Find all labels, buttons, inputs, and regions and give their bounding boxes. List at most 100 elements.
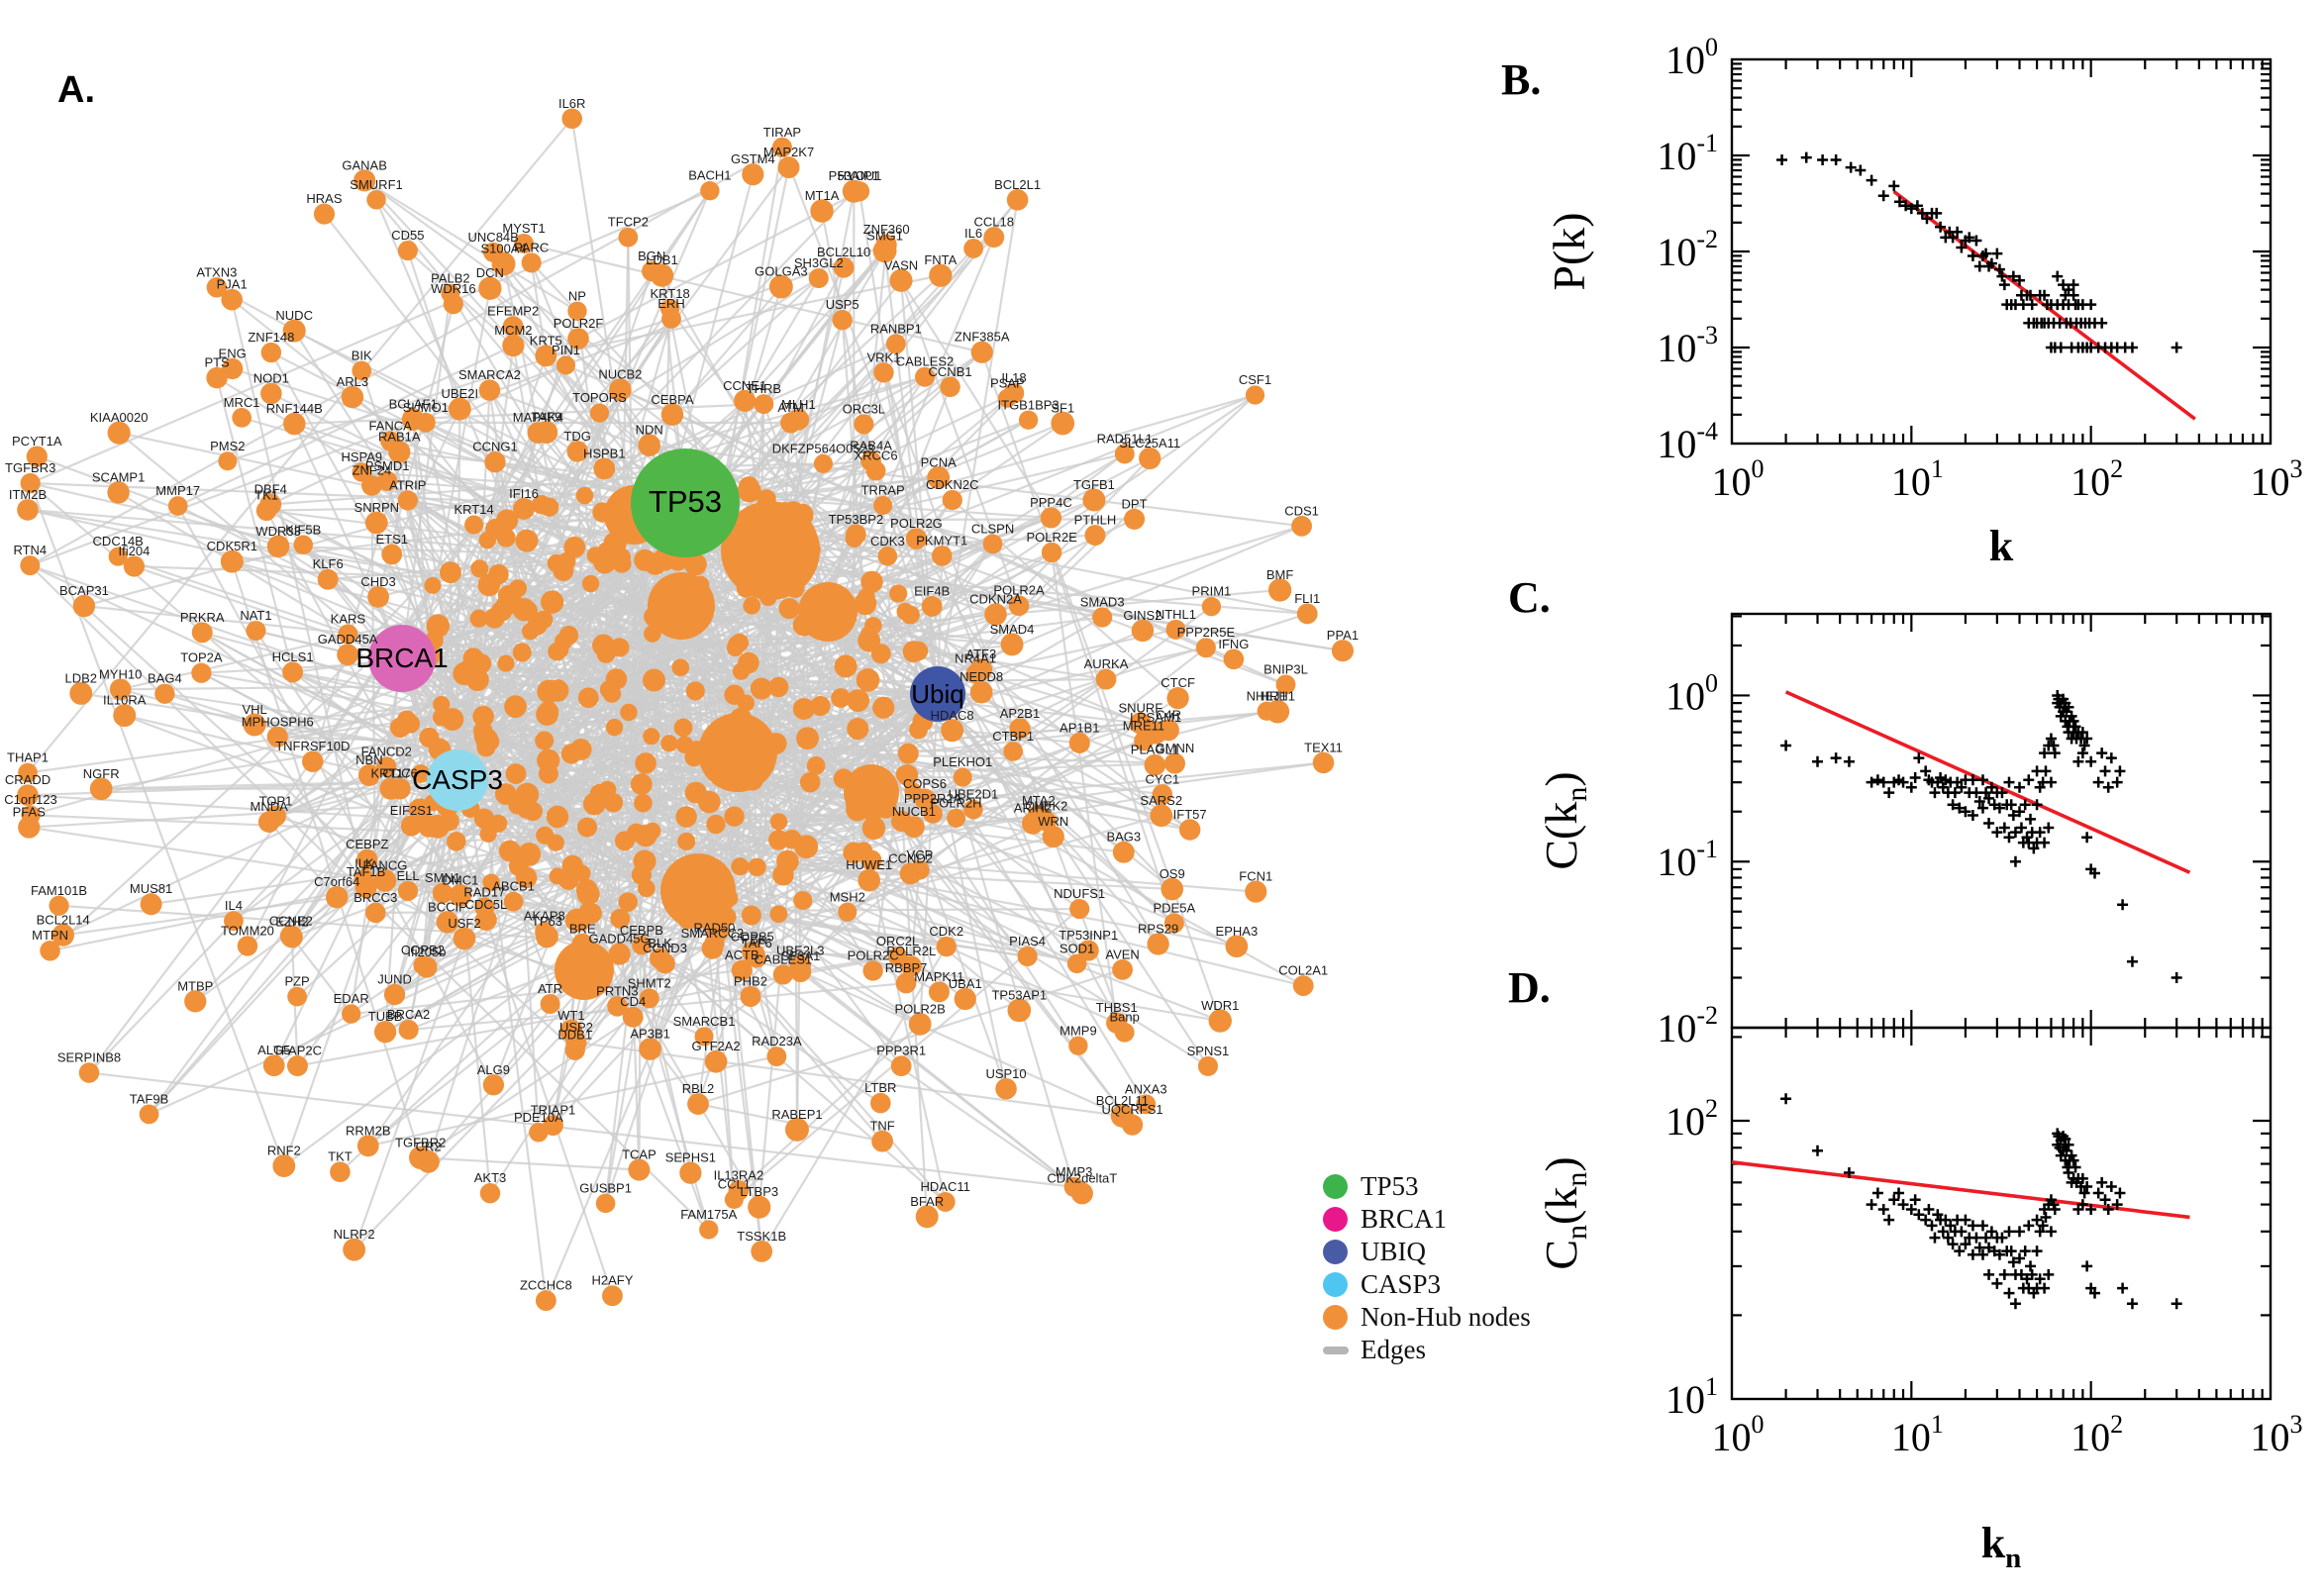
- network-node[interactable]: [843, 842, 864, 864]
- network-node[interactable]: [929, 263, 953, 287]
- network-node[interactable]: [78, 1062, 100, 1083]
- network-node[interactable]: [675, 806, 697, 828]
- network-node[interactable]: [868, 791, 892, 815]
- network-node[interactable]: [497, 654, 515, 672]
- network-node[interactable]: [923, 804, 943, 824]
- network-node[interactable]: [113, 704, 137, 728]
- network-node[interactable]: [575, 486, 594, 505]
- network-node[interactable]: [1008, 595, 1030, 616]
- network-node[interactable]: [1161, 877, 1184, 901]
- hub-node-casp3[interactable]: [427, 749, 488, 811]
- network-node[interactable]: [1069, 898, 1090, 920]
- network-node[interactable]: [1084, 525, 1106, 547]
- network-node[interactable]: [614, 831, 635, 851]
- network-node[interactable]: [302, 750, 324, 772]
- network-node[interactable]: [154, 683, 175, 704]
- network-node[interactable]: [373, 869, 397, 892]
- network-node[interactable]: [20, 555, 41, 576]
- network-node[interactable]: [1225, 935, 1249, 958]
- network-node[interactable]: [517, 842, 542, 866]
- network-node[interactable]: [541, 590, 564, 614]
- network-node[interactable]: [668, 893, 690, 915]
- network-node[interactable]: [449, 884, 472, 907]
- network-node[interactable]: [889, 268, 913, 292]
- network-node[interactable]: [768, 676, 789, 698]
- network-node[interactable]: [706, 814, 726, 835]
- network-node[interactable]: [1197, 1055, 1218, 1076]
- network-node[interactable]: [1147, 933, 1169, 955]
- network-node[interactable]: [732, 662, 751, 680]
- network-node[interactable]: [502, 316, 524, 337]
- network-node[interactable]: [411, 764, 431, 783]
- network-node[interactable]: [740, 985, 761, 1008]
- network-node[interactable]: [632, 936, 652, 955]
- network-node[interactable]: [605, 718, 624, 737]
- network-node[interactable]: [684, 781, 707, 804]
- network-node[interactable]: [1003, 742, 1024, 761]
- network-node[interactable]: [436, 911, 459, 934]
- network-node[interactable]: [1068, 1036, 1088, 1055]
- network-node[interactable]: [397, 241, 418, 261]
- network-node[interactable]: [260, 342, 282, 363]
- network-node[interactable]: [936, 936, 957, 957]
- network-node[interactable]: [729, 707, 753, 730]
- network-node[interactable]: [608, 943, 631, 965]
- network-node[interactable]: [415, 412, 436, 433]
- network-node[interactable]: [871, 1130, 894, 1152]
- network-node[interactable]: [221, 288, 243, 311]
- network-node[interactable]: [618, 227, 639, 248]
- network-node[interactable]: [366, 190, 386, 210]
- network-node[interactable]: [737, 694, 756, 712]
- network-node[interactable]: [589, 783, 609, 804]
- network-node[interactable]: [833, 768, 854, 789]
- network-node[interactable]: [644, 625, 661, 643]
- network-node[interactable]: [1201, 597, 1222, 617]
- network-node[interactable]: [26, 446, 48, 467]
- network-node[interactable]: [266, 535, 290, 558]
- network-node[interactable]: [772, 964, 793, 985]
- network-node[interactable]: [577, 687, 599, 709]
- network-node[interactable]: [1000, 633, 1024, 656]
- network-node[interactable]: [689, 886, 712, 909]
- network-node[interactable]: [810, 695, 831, 717]
- network-node[interactable]: [564, 908, 589, 933]
- network-node[interactable]: [293, 535, 314, 555]
- network-node[interactable]: [482, 873, 500, 892]
- network-node[interactable]: [717, 907, 737, 927]
- network-node[interactable]: [502, 334, 525, 357]
- network-node[interactable]: [941, 719, 964, 743]
- network-node[interactable]: [768, 274, 793, 299]
- network-node[interactable]: [849, 181, 870, 202]
- network-node[interactable]: [287, 986, 307, 1007]
- network-node[interactable]: [731, 959, 753, 981]
- network-node[interactable]: [224, 911, 244, 932]
- network-node[interactable]: [380, 431, 401, 451]
- network-node[interactable]: [89, 777, 113, 801]
- network-node[interactable]: [1163, 913, 1184, 934]
- network-node[interactable]: [915, 366, 936, 387]
- network-node[interactable]: [1112, 958, 1133, 980]
- network-node[interactable]: [107, 481, 130, 504]
- network-node[interactable]: [877, 546, 898, 566]
- network-node[interactable]: [687, 1093, 709, 1115]
- network-node[interactable]: [602, 1285, 623, 1307]
- network-node[interactable]: [741, 905, 761, 926]
- network-node[interactable]: [781, 563, 800, 582]
- network-node[interactable]: [484, 451, 506, 473]
- network-node[interactable]: [808, 267, 829, 289]
- network-node[interactable]: [1007, 998, 1032, 1023]
- network-node[interactable]: [660, 403, 684, 427]
- network-node[interactable]: [1265, 699, 1290, 724]
- network-node[interactable]: [833, 256, 855, 278]
- network-node[interactable]: [343, 1238, 366, 1261]
- network-node[interactable]: [373, 1021, 397, 1044]
- network-node[interactable]: [364, 511, 388, 535]
- network-node[interactable]: [785, 1117, 809, 1142]
- network-node[interactable]: [576, 817, 598, 838]
- network-node[interactable]: [854, 592, 877, 616]
- network-node[interactable]: [885, 334, 906, 354]
- network-node[interactable]: [1267, 578, 1292, 602]
- network-node[interactable]: [506, 595, 525, 614]
- network-node-large[interactable]: [555, 941, 614, 1000]
- network-node[interactable]: [644, 606, 664, 628]
